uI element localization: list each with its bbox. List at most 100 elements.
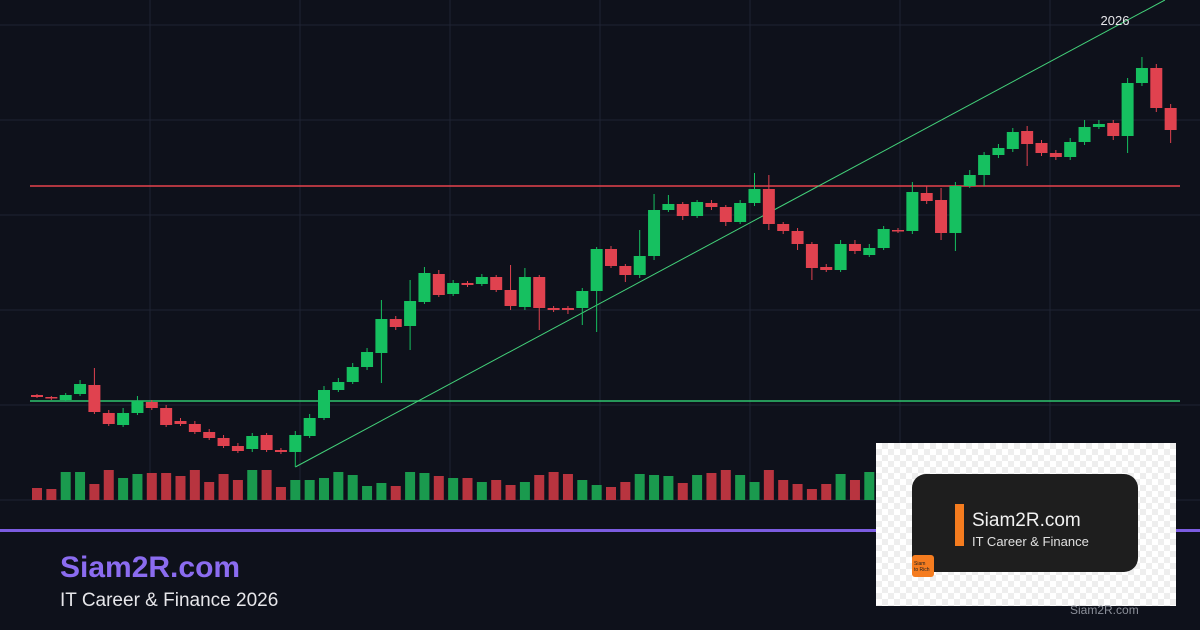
- volume-bar: [505, 485, 516, 500]
- volume-bar: [735, 475, 746, 500]
- candle-body: [117, 413, 130, 425]
- candle-body: [260, 435, 273, 450]
- volume-bar: [232, 480, 243, 500]
- candle-body: [576, 291, 589, 308]
- candle-body: [676, 204, 689, 216]
- candle-body: [820, 267, 833, 270]
- candle-body: [274, 450, 287, 452]
- candle-body: [160, 408, 173, 425]
- candle-body: [131, 401, 144, 413]
- logo-card: Siam2R.com IT Career & Finance: [912, 474, 1138, 572]
- volume-bar: [677, 483, 688, 500]
- candle-body: [705, 203, 718, 207]
- volume-bar: [347, 475, 358, 500]
- volume-bar: [534, 475, 545, 500]
- volume-bar: [835, 474, 846, 500]
- candle-body: [605, 249, 617, 266]
- volume-bar: [390, 486, 401, 500]
- volume-bar: [275, 487, 286, 500]
- candle-body: [475, 277, 488, 284]
- candle-body: [1121, 83, 1134, 136]
- candle-body: [949, 186, 962, 233]
- candle-body: [217, 438, 230, 446]
- candle-body: [590, 249, 603, 291]
- candle-body: [88, 385, 101, 412]
- volume-bar: [204, 482, 215, 500]
- volume-bar: [103, 470, 114, 500]
- logo-bar: [955, 504, 964, 546]
- icon-text: Siam: [914, 561, 926, 567]
- candle-body: [389, 319, 402, 327]
- icon-text: to Rich: [914, 567, 930, 573]
- candle-body: [461, 283, 474, 285]
- candle-body: [45, 397, 58, 399]
- candle-body: [504, 290, 517, 306]
- volume-bar: [75, 472, 86, 500]
- volume-bar: [620, 482, 631, 500]
- candle-body: [1035, 143, 1048, 153]
- candle-body: [734, 203, 747, 222]
- candle-body: [203, 432, 216, 438]
- volume-bar: [476, 482, 487, 500]
- candle-body: [346, 367, 359, 382]
- volume-bar: [462, 478, 473, 500]
- volume-bar: [778, 480, 789, 500]
- volume-bar: [692, 475, 703, 500]
- candle-body: [31, 395, 43, 397]
- volume-bar: [161, 473, 172, 500]
- candle-body: [1078, 127, 1091, 142]
- volume-bar: [663, 476, 674, 500]
- candle-body: [361, 352, 374, 367]
- volume-bar: [634, 474, 645, 500]
- footer-title: Siam2R.com: [60, 551, 241, 584]
- candle-body: [963, 175, 976, 186]
- candle-body: [1006, 132, 1019, 149]
- candle-body: [318, 390, 330, 418]
- volume-bar: [405, 472, 416, 500]
- candle-body: [246, 436, 259, 449]
- candle-body: [447, 283, 460, 294]
- candle-body: [174, 421, 187, 424]
- candle-body: [303, 418, 316, 436]
- candle-body: [1092, 124, 1105, 127]
- candle-body: [691, 202, 704, 216]
- candle-body: [920, 193, 933, 201]
- volume-bar: [146, 473, 157, 500]
- candle-body: [1021, 131, 1034, 144]
- volume-bar: [46, 489, 57, 500]
- candle-body: [877, 229, 890, 248]
- candle-body: [102, 413, 115, 424]
- volume-bar: [864, 472, 875, 500]
- candle-body: [74, 384, 87, 394]
- candle-body: [432, 274, 445, 295]
- volume-bar: [706, 473, 717, 500]
- volume-bar: [749, 482, 760, 500]
- logo-title: Siam2R.com: [972, 510, 1081, 531]
- watermark: Siam2R.com: [1070, 603, 1139, 617]
- candle-body: [289, 435, 302, 452]
- footer-subtitle: IT Career & Finance 2026: [60, 590, 279, 611]
- candle-body: [1064, 142, 1077, 157]
- candle-body: [848, 244, 861, 251]
- volume-bar: [591, 485, 602, 500]
- candle-body: [518, 277, 531, 307]
- divider: [0, 529, 1200, 532]
- candle-body: [490, 277, 503, 290]
- volume-bar: [89, 484, 100, 500]
- candle-body: [662, 204, 675, 210]
- volume-bar: [175, 476, 186, 500]
- candle-body: [1135, 68, 1148, 83]
- volume-bar: [132, 474, 143, 500]
- volume-bar: [189, 470, 200, 500]
- volume-bar: [376, 483, 387, 500]
- candle-body: [1107, 123, 1120, 136]
- volume-bar: [720, 470, 731, 500]
- volume-bar: [519, 482, 530, 500]
- candle-body: [978, 155, 991, 175]
- volume-bar: [32, 488, 42, 500]
- volume-bar: [491, 480, 502, 500]
- candle-body: [633, 256, 646, 275]
- year-label: 2026: [1101, 13, 1130, 28]
- volume-bar: [433, 476, 444, 500]
